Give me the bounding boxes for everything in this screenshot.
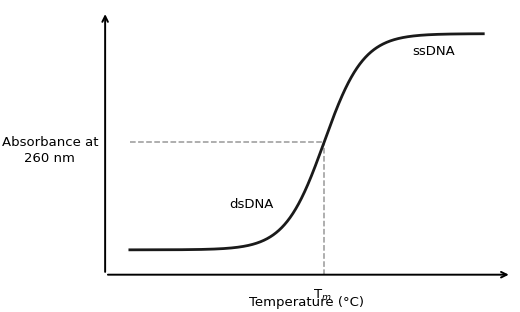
Text: Absorbance at
260 nm: Absorbance at 260 nm xyxy=(2,136,98,165)
Text: ssDNA: ssDNA xyxy=(412,45,456,58)
Text: T$_m$: T$_m$ xyxy=(313,288,332,304)
Text: dsDNA: dsDNA xyxy=(229,198,273,211)
Text: Temperature (°C): Temperature (°C) xyxy=(249,296,364,309)
